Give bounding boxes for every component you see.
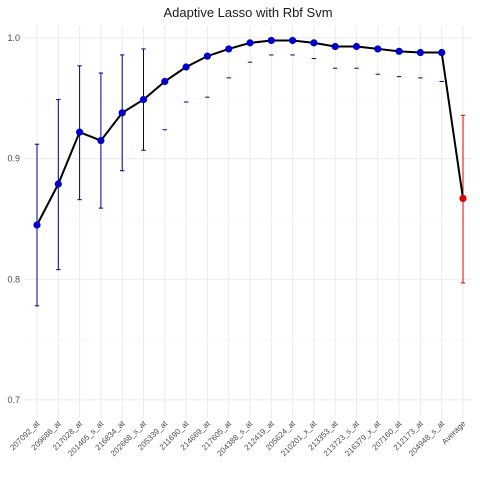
data-point bbox=[396, 48, 403, 55]
data-point bbox=[246, 39, 253, 46]
y-tick-label: 1.0 bbox=[7, 33, 20, 43]
data-point bbox=[183, 63, 190, 70]
data-point bbox=[353, 43, 360, 50]
data-point bbox=[119, 109, 126, 116]
data-point bbox=[225, 45, 232, 52]
data-point bbox=[33, 221, 40, 228]
data-point bbox=[268, 37, 275, 44]
data-point bbox=[310, 39, 317, 46]
data-point bbox=[140, 96, 147, 103]
data-point bbox=[161, 78, 168, 85]
y-tick-label: 0.9 bbox=[7, 154, 20, 164]
data-point bbox=[55, 180, 62, 187]
data-point bbox=[438, 49, 445, 56]
average-point bbox=[459, 195, 466, 202]
data-point bbox=[374, 45, 381, 52]
data-point bbox=[204, 53, 211, 60]
data-point bbox=[289, 37, 296, 44]
x-axis-ticks: 207092_at209686_at217028_at201465_s_at21… bbox=[8, 419, 467, 459]
grid bbox=[24, 26, 472, 418]
data-point bbox=[332, 43, 339, 50]
data-point bbox=[76, 129, 83, 136]
y-tick-label: 0.7 bbox=[7, 395, 20, 405]
data-point bbox=[97, 137, 104, 144]
y-tick-label: 0.8 bbox=[7, 274, 20, 284]
y-axis-ticks: 0.7 0.8 0.9 1.0 bbox=[7, 33, 20, 405]
x-tick-label: Average bbox=[440, 419, 468, 447]
chart-title: Adaptive Lasso with Rbf Svm bbox=[163, 5, 332, 20]
data-point bbox=[417, 49, 424, 56]
